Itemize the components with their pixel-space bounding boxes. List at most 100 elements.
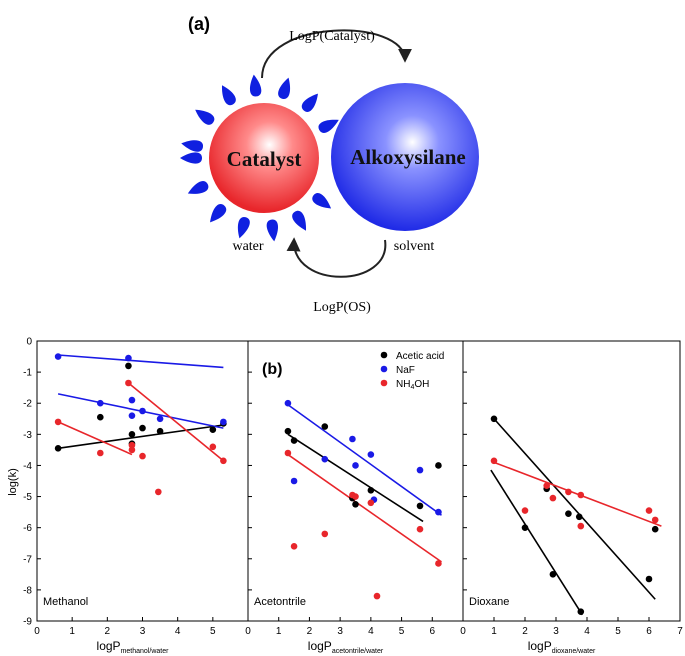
fit-line-acetic-acid [287, 433, 424, 523]
water-droplet [221, 85, 236, 106]
water-droplet [181, 140, 203, 152]
x-tick-label: 1 [276, 626, 282, 637]
data-point-nh4oh [577, 522, 585, 530]
y-tick-label: -5 [23, 492, 32, 503]
data-point-naf [435, 508, 442, 516]
data-point-naf [284, 399, 292, 407]
x-tick-label: 3 [140, 626, 146, 637]
data-point-acetic-acid [577, 608, 585, 615]
data-point-acetic-acid [54, 445, 62, 452]
data-point-nh4oh [321, 530, 329, 538]
water-droplet [249, 74, 262, 97]
x-axis-label: logPdioxane/water [528, 639, 596, 655]
data-point-nh4oh [125, 379, 132, 387]
x-tick-label: 1 [491, 626, 497, 637]
data-point-naf [349, 435, 356, 443]
water-droplet [312, 192, 332, 209]
data-point-acetic-acid [321, 423, 329, 430]
water-droplets [180, 74, 339, 242]
fit-line-nh4oh [127, 382, 224, 462]
plot-acetontrile: 0 1 2 3 4 5 6 Acetontrile logPacetontrile/water [245, 340, 464, 655]
y-tick-label: 0 [26, 337, 32, 348]
plot-frame [36, 340, 249, 622]
data-point-acetic-acid [139, 424, 146, 432]
water-droplet [278, 77, 291, 100]
data-point-nh4oh [490, 457, 498, 465]
water-label: water [232, 239, 263, 254]
data-point-nh4oh [543, 482, 550, 489]
legend-label: NaF [396, 365, 415, 376]
data-point-acetic-acid [367, 487, 375, 494]
plot-solvent-label: Dioxane [469, 596, 509, 608]
data-point-acetic-acid [651, 525, 659, 533]
data-point-naf [128, 396, 136, 404]
panel-a: (a) LogP(Catalyst) Catalyst Alkoxysilane… [180, 14, 479, 315]
x-tick-label: 5 [210, 626, 216, 637]
plot-solvent-label: Acetontrile [254, 596, 306, 608]
logp-catalyst-arrow [261, 29, 412, 79]
alkoxysilane-sphere [331, 83, 479, 231]
data-point-acetic-acid [521, 524, 529, 531]
data-point-naf [416, 466, 424, 474]
data-point-naf [321, 455, 329, 463]
data-point-nh4oh [367, 499, 375, 507]
legend-label: Acetic acid [396, 351, 444, 362]
x-axis-label: logPacetontrile/water [308, 639, 384, 655]
data-point-acetic-acid [490, 415, 498, 423]
x-tick-label: 4 [175, 626, 181, 637]
x-tick-label: 4 [584, 626, 590, 637]
x-tick-label: 4 [368, 626, 374, 637]
logp-os-arrow [286, 237, 387, 278]
data-point-naf [125, 354, 132, 362]
data-point-naf [156, 415, 164, 423]
data-point-acetic-acid [565, 510, 572, 517]
y-tick-label: -2 [23, 399, 32, 410]
plots-area: 0 1 2 3 4 5 0 -1 -2 -3 -4 -5 -6 -7 -8 -9 Methanol logPmet… [23, 337, 683, 656]
y-axis-label: log(k) [7, 468, 19, 496]
data-point-naf [220, 418, 227, 426]
x-tick-label: 3 [553, 626, 559, 637]
data-point-naf [139, 407, 146, 415]
panel-b: log(k) 0 1 2 3 4 5 0 -1 -2 -3 -4 -5 -6 -7 -8 -9 Methanol… [7, 337, 683, 656]
water-droplet [292, 210, 307, 231]
data-point-acetic-acid [128, 431, 136, 438]
fit-line-naf [287, 404, 442, 516]
logp-catalyst-label: LogP(Catalyst) [289, 29, 375, 44]
fit-line-acetic-acid [490, 469, 584, 616]
water-droplet [318, 119, 339, 133]
data-point-nh4oh [209, 443, 217, 451]
legend-marker [380, 365, 388, 373]
solvent-label: solvent [394, 239, 435, 254]
plot-frame [247, 340, 464, 622]
data-point-naf [352, 462, 359, 469]
data-point-nh4oh [220, 457, 227, 465]
catalyst-label: Catalyst [227, 147, 302, 171]
data-point-nh4oh [155, 488, 162, 496]
y-tick-label: -3 [23, 430, 32, 441]
data-point-acetic-acid [284, 427, 292, 435]
data-point-acetic-acid [645, 575, 653, 583]
panel-b-label: (b) [262, 361, 282, 378]
x-tick-label: 2 [105, 626, 111, 637]
data-point-naf [54, 353, 62, 360]
fit-line-nh4oh [287, 453, 442, 563]
data-point-acetic-acid [97, 413, 104, 421]
x-tick-label: 7 [677, 626, 683, 637]
data-point-acetic-acid [125, 362, 132, 370]
data-point-nh4oh [97, 449, 104, 457]
legend: Acetic acid NaF NH4OH [380, 351, 444, 391]
data-point-acetic-acid [290, 437, 298, 444]
data-point-nh4oh [565, 488, 572, 496]
data-point-acetic-acid [549, 571, 557, 578]
x-axis-label: logPmethanol/water [97, 639, 170, 655]
plot-dioxane: 0 1 2 3 4 5 6 7 Dioxane logPdioxane/water [460, 340, 683, 655]
data-point-nh4oh [549, 494, 557, 502]
plot-frame [462, 340, 681, 622]
data-point-naf [367, 451, 375, 458]
water-droplet [187, 181, 209, 194]
x-tick-label: 0 [245, 626, 251, 637]
fit-line-acetic-acid [57, 424, 224, 450]
data-point-nh4oh [352, 493, 359, 500]
data-point-nh4oh [651, 516, 659, 524]
x-tick-label: 1 [69, 626, 75, 637]
